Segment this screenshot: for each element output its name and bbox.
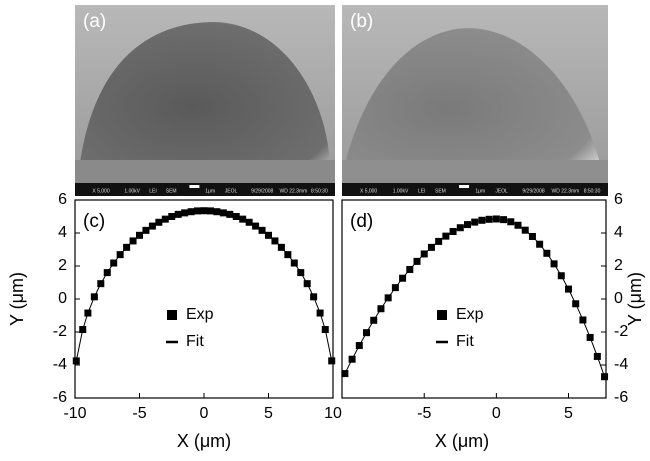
x-tick-label: -5	[132, 405, 146, 422]
info-text: WD 22.3mm	[552, 188, 580, 194]
y-axis-label: Y (μm)	[7, 272, 27, 326]
x-tick-label: -10	[63, 405, 86, 422]
y-tick-label: -2	[614, 323, 628, 340]
x-axis-label: X (μm)	[435, 431, 489, 451]
plot-frame	[341, 199, 607, 399]
legend-label: Exp	[186, 306, 214, 323]
scale-bar	[459, 185, 470, 188]
legend-label: Fit	[456, 333, 474, 350]
y-tick-label: 6	[58, 191, 67, 208]
y-tick-label: -2	[53, 323, 67, 340]
info-text: 8:50:30	[584, 188, 601, 194]
info-text: LEI	[149, 188, 157, 194]
info-text: WD 22.3mm	[280, 188, 308, 194]
x-tick-label: -5	[417, 405, 431, 422]
scale-bar	[189, 185, 200, 188]
fit-line	[75, 210, 333, 361]
info-text: X 5,000	[92, 188, 109, 194]
legend-label: Exp	[456, 306, 484, 323]
y-tick-label: -4	[53, 356, 67, 373]
info-text: 1μm	[475, 188, 485, 194]
x-tick-label: 10	[324, 405, 342, 422]
info-text: SEM	[435, 188, 446, 194]
fit-line	[344, 218, 606, 377]
plot-frame	[74, 199, 334, 399]
y-tick-label: -4	[614, 356, 628, 373]
y-tick-label: -6	[53, 389, 67, 406]
sem-image-a	[75, 5, 335, 196]
y-tick-label: 4	[58, 224, 67, 241]
panel-label: (b)	[350, 11, 373, 32]
info-text: 8:50:30	[311, 188, 328, 194]
y-tick-label: 6	[614, 191, 623, 208]
legend-label: Fit	[186, 333, 204, 350]
info-text: 1.00kV	[393, 188, 409, 194]
sem-image-b	[342, 5, 608, 196]
x-tick-label: 0	[200, 405, 209, 422]
y-tick-label: 2	[614, 257, 623, 274]
info-text: JEOL	[225, 188, 238, 194]
y-tick-label: -6	[614, 389, 628, 406]
panel-label: (d)	[350, 211, 373, 232]
y-tick-label: 2	[58, 257, 67, 274]
x-tick-label: 0	[492, 405, 501, 422]
x-tick-label: 5	[564, 405, 573, 422]
info-text: SEM	[166, 188, 177, 194]
info-text: 9/29/2008	[522, 188, 544, 194]
info-text: 1.00kV	[124, 188, 140, 194]
y-axis-label: Y (μm)	[625, 272, 645, 326]
info-text: 1μm	[205, 188, 215, 194]
info-text: JEOL	[495, 188, 508, 194]
legend-swatch	[167, 310, 177, 320]
info-text: 9/29/2008	[251, 188, 273, 194]
x-axis-label: X (μm)	[177, 431, 231, 451]
y-tick-label: 0	[614, 290, 623, 307]
info-text: X 5,000	[360, 188, 377, 194]
legend-swatch	[437, 310, 447, 320]
info-text: LEI	[418, 188, 426, 194]
y-tick-label: 4	[614, 224, 623, 241]
panel-label: (a)	[83, 11, 106, 32]
panel-label: (c)	[83, 211, 105, 232]
x-tick-label: 5	[264, 405, 273, 422]
y-tick-label: 0	[58, 290, 67, 307]
